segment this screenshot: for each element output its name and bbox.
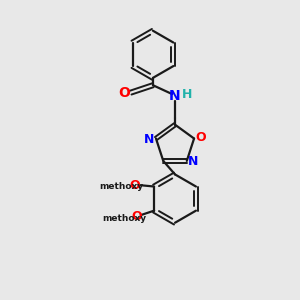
Text: H: H	[182, 88, 193, 100]
Text: O: O	[118, 85, 130, 100]
Text: N: N	[169, 88, 181, 103]
Text: N: N	[188, 155, 199, 168]
Text: O: O	[195, 130, 206, 143]
Text: methoxy: methoxy	[100, 182, 144, 191]
Text: methoxy: methoxy	[103, 214, 147, 224]
Text: N: N	[144, 133, 155, 146]
Text: O: O	[129, 178, 140, 191]
Text: O: O	[132, 210, 142, 223]
